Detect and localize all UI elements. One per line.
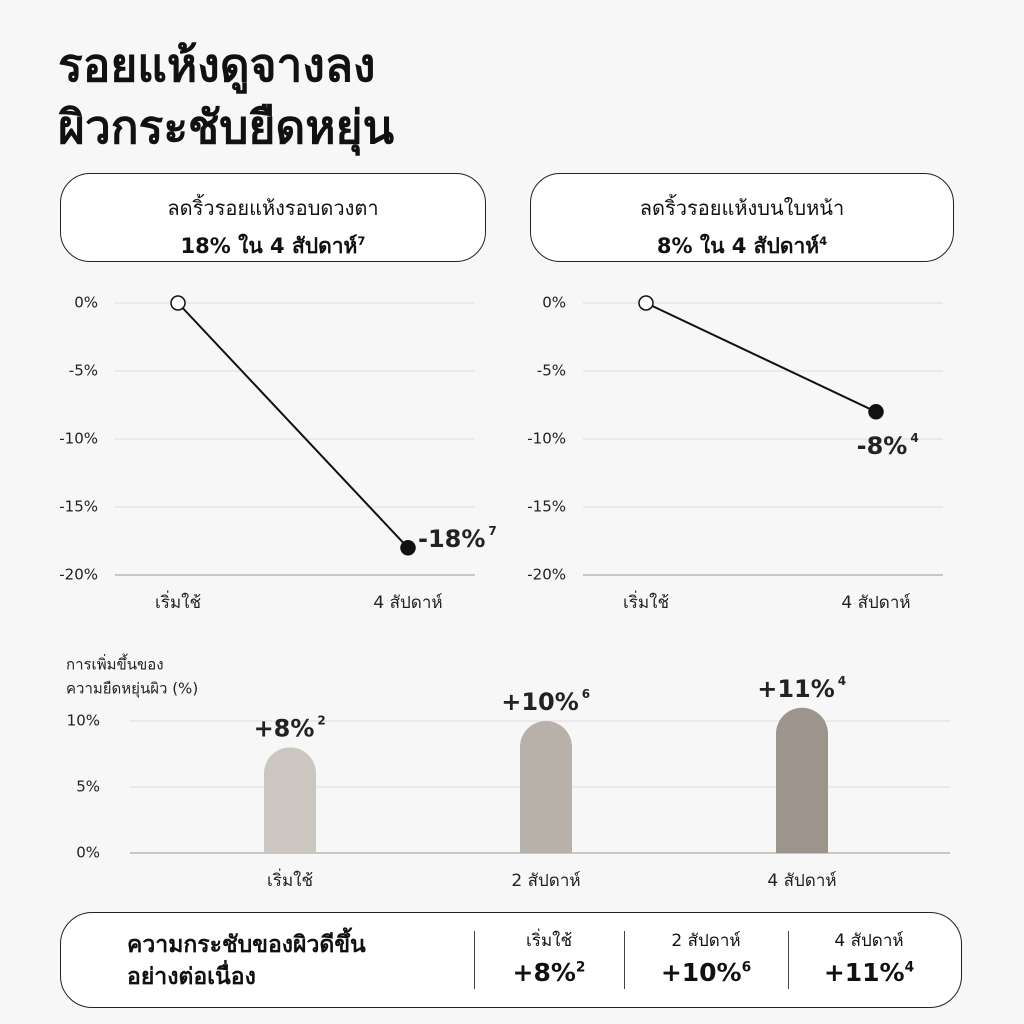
x-tick-label: 4 สัปดาห์ xyxy=(373,593,442,613)
x-tick-label: 4 สัปดาห์ xyxy=(767,871,836,891)
x-tick-label: 2 สัปดาห์ xyxy=(511,871,580,891)
value-label: -8% xyxy=(857,432,908,460)
value-note: 6 xyxy=(582,687,590,701)
value: +10% xyxy=(660,958,742,987)
y-tick-label: -5% xyxy=(537,362,566,380)
title: รอยแห้งดูจางลง ผิวกระชับยืดหยุ่น xyxy=(58,34,394,158)
bar xyxy=(776,707,828,853)
y-tick-label: -5% xyxy=(69,362,98,380)
note: 4 xyxy=(904,959,915,976)
summary-label: เริ่มใช้ xyxy=(526,931,572,951)
summary-value: +8%2 xyxy=(474,958,624,987)
summary-value: +10%6 xyxy=(631,958,781,987)
value-label: +10% xyxy=(501,688,579,716)
bar xyxy=(264,747,316,853)
divider xyxy=(788,931,789,989)
title-line: ผิวกระชับยืดหยุ่น xyxy=(58,100,395,154)
y-tick-label: -20% xyxy=(59,566,98,584)
title-line: รอยแห้งดูจางลง xyxy=(58,38,376,92)
line-series xyxy=(645,302,877,413)
y-tick-label: 10% xyxy=(67,712,100,730)
y-axis-label: การเพิ่มขึ้นของ xyxy=(66,654,164,674)
value: +8% xyxy=(512,958,576,987)
value-note: 7 xyxy=(488,524,496,538)
value-label: -18% xyxy=(418,525,485,553)
summary-title-line: ความกระชับของผิวดีขึ้น xyxy=(127,932,366,958)
y-tick-label: 0% xyxy=(74,294,98,312)
value-note: 4 xyxy=(838,674,846,688)
callout-subtitle: ลดริ้วรอยแห้งรอบดวงตา xyxy=(167,196,379,220)
y-tick-label: -10% xyxy=(59,430,98,448)
divider xyxy=(624,931,625,989)
value-note: 2 xyxy=(317,714,325,728)
y-tick-label: -15% xyxy=(59,498,98,516)
callout-box: ลดริ้วรอยแห้งบนใบหน้า 8% ใน 4 สัปดาห์4 xyxy=(530,173,954,262)
summary-title-line: อย่างต่อเนื่อง xyxy=(127,964,256,990)
summary-box: ความกระชับของผิวดีขึ้น อย่างต่อเนื่อง เร… xyxy=(60,912,962,1008)
y-tick-label: -10% xyxy=(527,430,566,448)
summary-column: 4 สัปดาห์ +11%4 xyxy=(794,927,944,987)
headline: 8% ใน 4 สัปดาห์ xyxy=(656,234,820,258)
bar xyxy=(520,721,572,853)
note: 6 xyxy=(741,959,752,976)
line-series xyxy=(177,302,409,549)
y-tick-label: -20% xyxy=(527,566,566,584)
point xyxy=(868,404,884,420)
value-label: +8% xyxy=(254,714,315,742)
y-tick-label: 0% xyxy=(76,844,100,862)
value: +11% xyxy=(823,958,905,987)
value-label: +11% xyxy=(757,675,835,703)
x-tick-label: เริ่มใช้ xyxy=(623,590,669,613)
callout-headline: 18% ใน 4 สัปดาห์7 xyxy=(61,230,485,263)
point xyxy=(638,295,654,311)
x-tick-label: เริ่มใช้ xyxy=(155,590,201,613)
callout-subtitle: ลดริ้วรอยแห้งบนใบหน้า xyxy=(639,196,845,220)
summary-column: 2 สัปดาห์ +10%6 xyxy=(631,927,781,987)
note: 4 xyxy=(819,234,828,248)
y-axis-label: ความยืดหยุ่นผิว (%) xyxy=(66,680,198,699)
note: 7 xyxy=(357,234,366,248)
point xyxy=(170,295,186,311)
callout-headline: 8% ใน 4 สัปดาห์4 xyxy=(531,230,953,263)
divider xyxy=(474,931,475,989)
value-note: 4 xyxy=(910,431,918,445)
summary-column: เริ่มใช้ +8%2 xyxy=(474,927,624,987)
y-tick-label: 5% xyxy=(76,778,100,796)
y-tick-label: 0% xyxy=(542,294,566,312)
note: 2 xyxy=(575,959,586,976)
point xyxy=(400,540,416,556)
summary-label: 4 สัปดาห์ xyxy=(834,931,904,951)
x-tick-label: เริ่มใช้ xyxy=(267,868,313,891)
headline: 18% ใน 4 สัปดาห์ xyxy=(180,234,358,258)
summary-value: +11%4 xyxy=(794,958,944,987)
summary-label: 2 สัปดาห์ xyxy=(671,931,741,951)
summary-title: ความกระชับของผิวดีขึ้น อย่างต่อเนื่อง xyxy=(127,929,366,993)
y-tick-label: -15% xyxy=(527,498,566,516)
callout-box: ลดริ้วรอยแห้งรอบดวงตา 18% ใน 4 สัปดาห์7 xyxy=(60,173,486,262)
x-tick-label: 4 สัปดาห์ xyxy=(841,593,910,613)
